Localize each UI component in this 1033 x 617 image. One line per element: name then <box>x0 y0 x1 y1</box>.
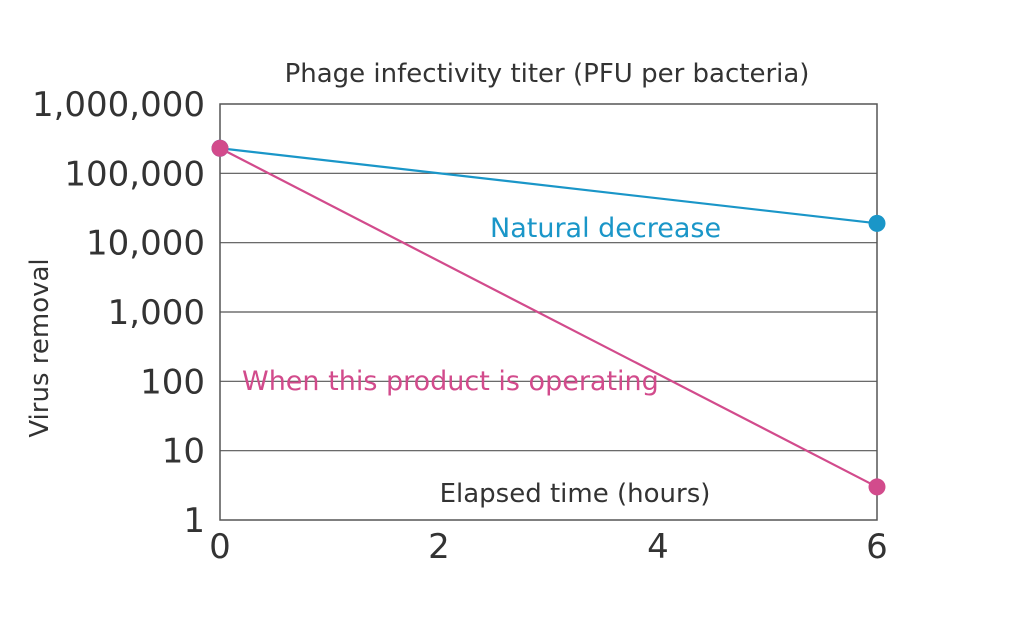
data-point <box>868 478 886 496</box>
y-tick-label: 1,000,000 <box>32 85 205 125</box>
y-tick-label: 1,000 <box>108 293 205 333</box>
x-axis-label: Elapsed time (hours) <box>440 479 711 509</box>
series-label-natural-decrease: Natural decrease <box>490 213 721 244</box>
plot-frame <box>219 103 878 521</box>
series-line <box>219 147 878 488</box>
y-tick-label: 100,000 <box>64 154 205 194</box>
data-point <box>868 214 886 232</box>
x-tick-label: 2 <box>428 527 450 567</box>
series-label-product-operating: When this product is operating <box>242 366 659 397</box>
y-axis-label: Virus removal <box>25 258 55 437</box>
x-tick-label: 4 <box>647 527 669 567</box>
series-points <box>211 139 886 496</box>
y-tick-labels: 1 10 100 1,000 10,000 100,000 1,000,000 <box>32 85 205 541</box>
data-point <box>211 139 229 157</box>
chart-title: Phage infectivity titer (PFU per bacteri… <box>285 59 810 89</box>
x-tick-label: 0 <box>209 527 231 567</box>
grid-lines <box>220 172 877 452</box>
y-tick-label: 10,000 <box>86 224 205 264</box>
y-tick-label: 10 <box>162 432 205 472</box>
series-line <box>219 147 878 225</box>
x-tick-label: 6 <box>866 527 888 567</box>
x-tick-labels: 0 2 4 6 <box>209 527 888 567</box>
series-lines <box>219 147 878 488</box>
y-tick-label: 1 <box>183 501 205 541</box>
y-tick-label: 100 <box>140 362 205 402</box>
